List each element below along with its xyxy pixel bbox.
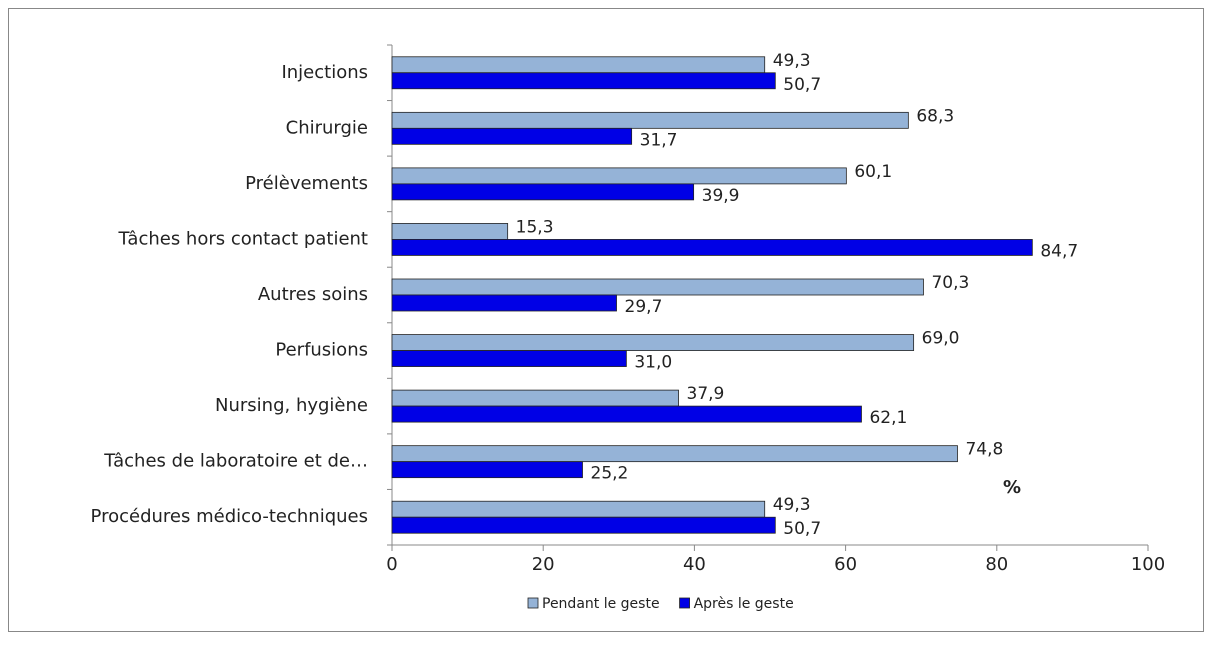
bar: [391, 278, 924, 296]
category-label: Tâches de laboratoire et de…: [103, 451, 368, 472]
value-label: 50,7: [783, 75, 821, 95]
value-label: 31,7: [640, 130, 678, 150]
bar: [391, 500, 766, 518]
value-label: 39,9: [702, 186, 740, 206]
bar: [391, 127, 633, 145]
x-tick-label: 80: [985, 554, 1008, 575]
legend-swatch: [679, 597, 690, 609]
category-label: Procédures médico-techniques: [91, 506, 368, 527]
bar: [391, 183, 695, 201]
category-label: Prélèvements: [245, 173, 368, 194]
bar: [391, 389, 679, 407]
value-label: 60,1: [854, 162, 892, 182]
bar: [391, 445, 958, 463]
bar: [391, 167, 847, 185]
bar: [391, 350, 627, 367]
x-tick-label: 100: [1131, 554, 1165, 575]
x-tick-label: 60: [834, 554, 857, 575]
category-label: Nursing, hygiène: [215, 395, 368, 416]
value-label: 25,2: [591, 464, 629, 484]
bar: [391, 72, 776, 90]
value-label: 31,0: [634, 353, 672, 373]
bar: [391, 461, 583, 479]
value-label: 74,8: [965, 440, 1003, 460]
bar: [391, 516, 776, 534]
bar: [391, 223, 509, 240]
legend-label: Pendant le geste: [542, 596, 660, 612]
x-tick-label: 40: [683, 554, 706, 575]
value-label: 37,9: [687, 384, 725, 404]
value-label: 50,7: [783, 519, 821, 539]
bar: [391, 239, 1033, 256]
bar: [391, 294, 617, 312]
category-label: Perfusions: [275, 340, 368, 361]
bar: [391, 334, 915, 351]
category-label: Chirurgie: [286, 117, 368, 138]
category-label: Injections: [281, 62, 368, 83]
annotation: %: [1003, 477, 1021, 498]
bar: [391, 111, 909, 129]
category-label: Autres soins: [258, 284, 368, 305]
value-label: 15,3: [516, 217, 554, 237]
value-label: 70,3: [931, 273, 969, 293]
category-label: Tâches hors contact patient: [118, 228, 368, 249]
x-tick-label: 0: [386, 554, 397, 575]
legend-label: Après le geste: [694, 596, 794, 612]
value-label: 49,3: [773, 495, 811, 515]
legend-swatch: [527, 597, 539, 609]
x-tick-label: 20: [532, 554, 555, 575]
value-label: 29,7: [625, 297, 663, 317]
value-label: 69,0: [922, 329, 960, 349]
value-label: 62,1: [869, 408, 907, 428]
chart-frame: [8, 8, 1204, 632]
value-label: 84,7: [1040, 241, 1078, 261]
value-label: 49,3: [773, 51, 811, 71]
bar: [391, 56, 766, 74]
value-label: 68,3: [916, 106, 954, 126]
bar: [391, 405, 862, 423]
